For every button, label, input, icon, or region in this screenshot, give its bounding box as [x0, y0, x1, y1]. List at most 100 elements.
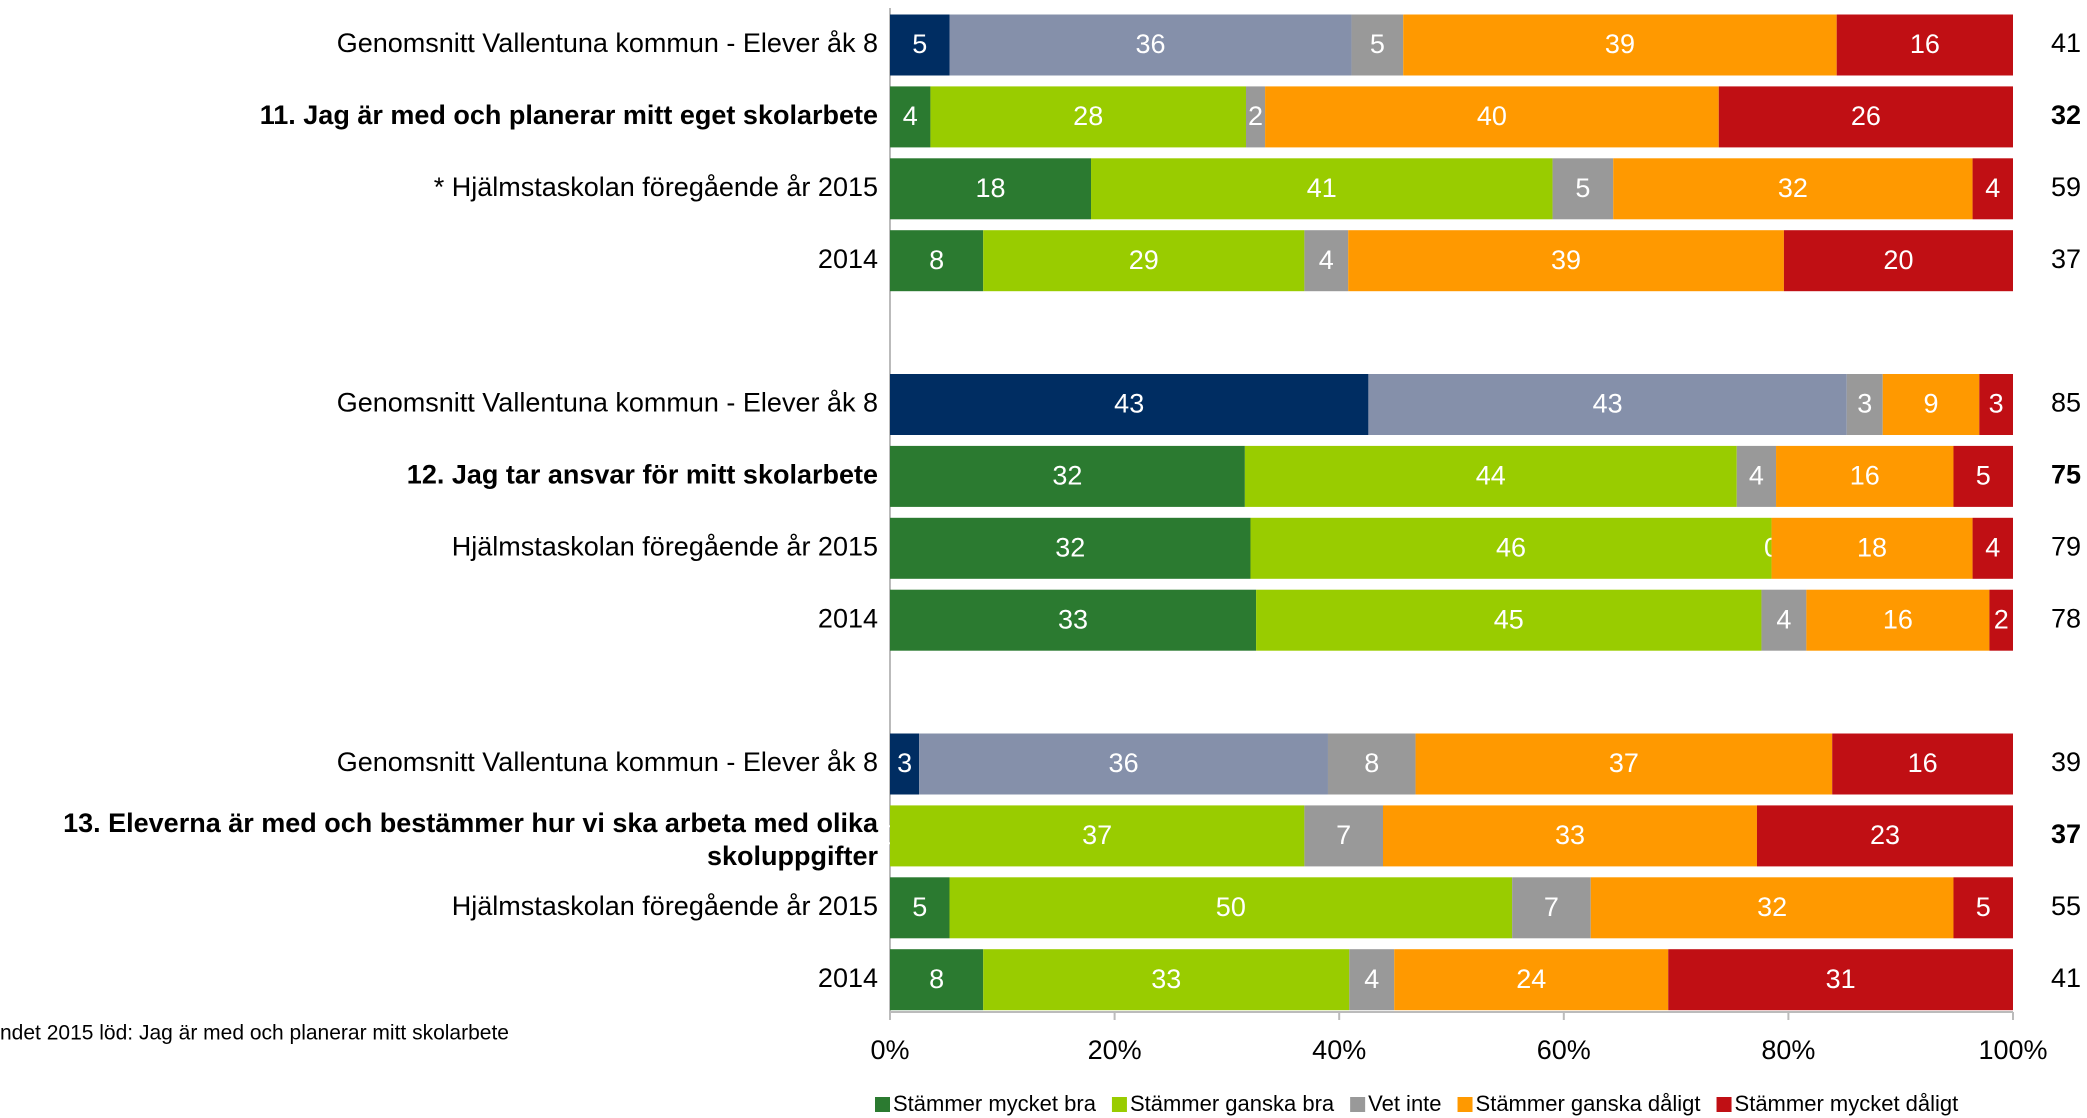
bar-segment — [1972, 517, 2013, 579]
x-tick-label: 20% — [1088, 1035, 1142, 1065]
index-value: 55 — [2051, 891, 2081, 921]
value-label: 26 — [1851, 101, 1881, 131]
value-label: 18 — [1857, 532, 1887, 562]
x-tick-label: 100% — [1978, 1035, 2047, 1065]
bar-segment — [890, 517, 1251, 579]
index-value: 41 — [2051, 963, 2081, 993]
value-label: 45 — [1494, 604, 1524, 634]
category-label: Hjälmstaskolan föregående år 2015 — [452, 891, 878, 921]
bar-segment — [919, 733, 1328, 795]
value-label: 41 — [1307, 173, 1337, 203]
value-label: 7 — [1336, 820, 1351, 850]
bar-segment — [890, 733, 920, 795]
value-label: 32 — [1055, 532, 1085, 562]
legend-label: Stämmer mycket bra — [893, 1091, 1097, 1116]
bar-segment — [1304, 805, 1383, 867]
value-label: 4 — [1776, 604, 1791, 634]
bar-segment — [890, 949, 984, 1011]
value-label: 43 — [1593, 389, 1623, 419]
bar-segment — [1783, 230, 2013, 292]
category-label: 11. Jag är med och planerar mitt eget sk… — [260, 100, 878, 130]
legend-swatch — [1350, 1097, 1366, 1112]
index-value: 41 — [2051, 28, 2081, 58]
bar-segment — [949, 877, 1513, 939]
value-label: 5 — [1370, 29, 1385, 59]
value-label: 8 — [929, 964, 944, 994]
bar-segment — [930, 86, 1246, 148]
value-label: 37 — [1082, 820, 1112, 850]
bar-segment — [1736, 445, 1777, 507]
value-label: 29 — [1129, 245, 1159, 275]
bar-segment — [1250, 517, 1772, 579]
legend-swatch — [1457, 1097, 1473, 1112]
bar-segment — [1415, 733, 1833, 795]
bar-segment — [1806, 589, 1990, 651]
value-label: 31 — [1826, 964, 1856, 994]
value-label: 16 — [1850, 461, 1880, 491]
bar-segment — [1552, 158, 1614, 220]
legend-label: Stämmer ganska dåligt — [1476, 1091, 1701, 1116]
value-label: 44 — [1476, 461, 1506, 491]
value-label: 4 — [903, 101, 918, 131]
legend-label: Stämmer mycket dåligt — [1735, 1091, 1959, 1116]
bar-segment — [1989, 589, 2013, 651]
value-label: 5 — [912, 892, 927, 922]
value-label: 4 — [1319, 245, 1334, 275]
category-label: 13. Eleverna är med och bestämmer hur vi… — [63, 808, 879, 871]
category-label: 12. Jag tar ansvar för mitt skolarbete — [407, 460, 878, 490]
index-value: 39 — [2051, 747, 2081, 777]
legend-swatch — [875, 1097, 890, 1112]
bar-segment — [890, 14, 950, 76]
bar-segment — [1668, 949, 2013, 1011]
bar-segment — [1348, 230, 1784, 292]
bar-segment — [1613, 158, 1973, 220]
bar-segment — [1846, 374, 1883, 435]
value-label: 33 — [1555, 820, 1585, 850]
value-label: 36 — [1109, 748, 1139, 778]
value-label: 2 — [1248, 101, 1263, 131]
bar-segment — [1882, 374, 1980, 435]
value-label: 7 — [1544, 892, 1559, 922]
bar-segment — [1972, 158, 2013, 220]
legend-label: Vet inte — [1368, 1091, 1441, 1116]
footnote: ndet 2015 löd: Jag är med och planerar m… — [0, 1022, 509, 1045]
index-value: 59 — [2051, 172, 2081, 202]
value-label: 5 — [1575, 173, 1590, 203]
bar-segment — [1756, 805, 2013, 867]
bar-segment — [890, 86, 931, 148]
value-label: 50 — [1216, 892, 1246, 922]
value-label: 16 — [1908, 748, 1938, 778]
bar-segment — [983, 230, 1305, 292]
bar-segment — [1382, 805, 1757, 867]
category-label: 2014 — [818, 244, 878, 274]
value-label: 16 — [1910, 29, 1940, 59]
value-label: 4 — [1364, 964, 1379, 994]
value-label: 20 — [1883, 245, 1913, 275]
bar-segment — [1304, 230, 1349, 292]
bar-segment — [1512, 877, 1591, 939]
index-value: 37 — [2051, 819, 2081, 849]
value-label: 36 — [1136, 29, 1166, 59]
value-label: 3 — [1857, 389, 1872, 419]
x-tick-label: 40% — [1312, 1035, 1366, 1065]
bar-segment — [890, 445, 1245, 507]
category-label: Genomsnitt Vallentuna kommun - Elever åk… — [337, 28, 878, 58]
bar-segment — [890, 877, 950, 939]
value-label: 8 — [929, 245, 944, 275]
x-tick-label: 0% — [870, 1035, 909, 1065]
value-label: 3 — [1989, 389, 2004, 419]
legend-swatch — [1716, 1097, 1732, 1112]
bar-segment — [1953, 445, 2013, 507]
index-value: 75 — [2051, 460, 2081, 490]
index-value: 32 — [2051, 100, 2081, 130]
value-label: 39 — [1551, 245, 1581, 275]
value-label: 4 — [1985, 173, 2000, 203]
legend-swatch — [1111, 1097, 1127, 1112]
bar-segment — [1265, 86, 1719, 148]
bar-segment — [1718, 86, 2013, 148]
x-tick-label: 60% — [1537, 1035, 1591, 1065]
category-label: Genomsnitt Vallentuna kommun - Elever åk… — [337, 747, 878, 777]
bar-segment — [1832, 733, 2013, 795]
value-label: 2 — [1994, 604, 2009, 634]
